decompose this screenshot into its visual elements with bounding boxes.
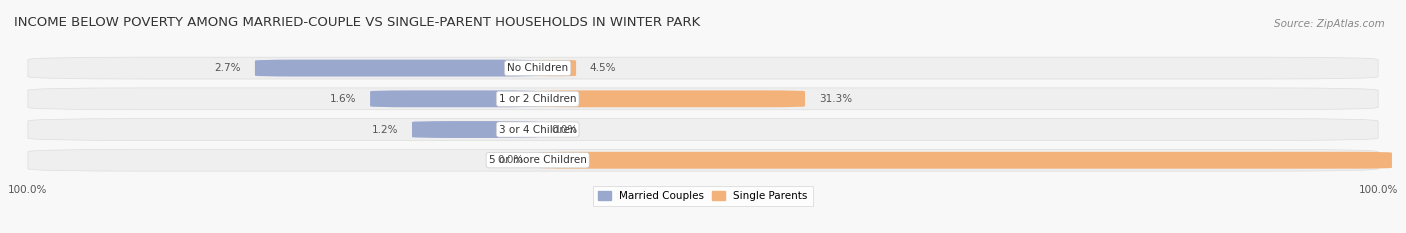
FancyBboxPatch shape bbox=[534, 60, 579, 77]
Text: 31.3%: 31.3% bbox=[818, 94, 852, 104]
Text: 1 or 2 Children: 1 or 2 Children bbox=[499, 94, 576, 104]
Text: 4.5%: 4.5% bbox=[591, 63, 616, 73]
FancyBboxPatch shape bbox=[370, 90, 537, 107]
FancyBboxPatch shape bbox=[537, 152, 1392, 169]
FancyBboxPatch shape bbox=[28, 57, 1378, 79]
Legend: Married Couples, Single Parents: Married Couples, Single Parents bbox=[593, 186, 813, 206]
Text: 3 or 4 Children: 3 or 4 Children bbox=[499, 124, 576, 134]
Text: No Children: No Children bbox=[508, 63, 568, 73]
FancyBboxPatch shape bbox=[537, 90, 806, 107]
FancyBboxPatch shape bbox=[254, 60, 537, 77]
Text: 1.6%: 1.6% bbox=[330, 94, 356, 104]
FancyBboxPatch shape bbox=[28, 119, 1378, 140]
Text: 0.0%: 0.0% bbox=[551, 124, 578, 134]
FancyBboxPatch shape bbox=[28, 149, 1378, 171]
Text: Source: ZipAtlas.com: Source: ZipAtlas.com bbox=[1274, 19, 1385, 29]
Text: 0.0%: 0.0% bbox=[498, 155, 524, 165]
Text: 5 or more Children: 5 or more Children bbox=[489, 155, 586, 165]
Text: 1.2%: 1.2% bbox=[371, 124, 398, 134]
Text: INCOME BELOW POVERTY AMONG MARRIED-COUPLE VS SINGLE-PARENT HOUSEHOLDS IN WINTER : INCOME BELOW POVERTY AMONG MARRIED-COUPL… bbox=[14, 16, 700, 29]
Text: 2.7%: 2.7% bbox=[215, 63, 242, 73]
FancyBboxPatch shape bbox=[28, 88, 1378, 110]
FancyBboxPatch shape bbox=[412, 121, 537, 138]
